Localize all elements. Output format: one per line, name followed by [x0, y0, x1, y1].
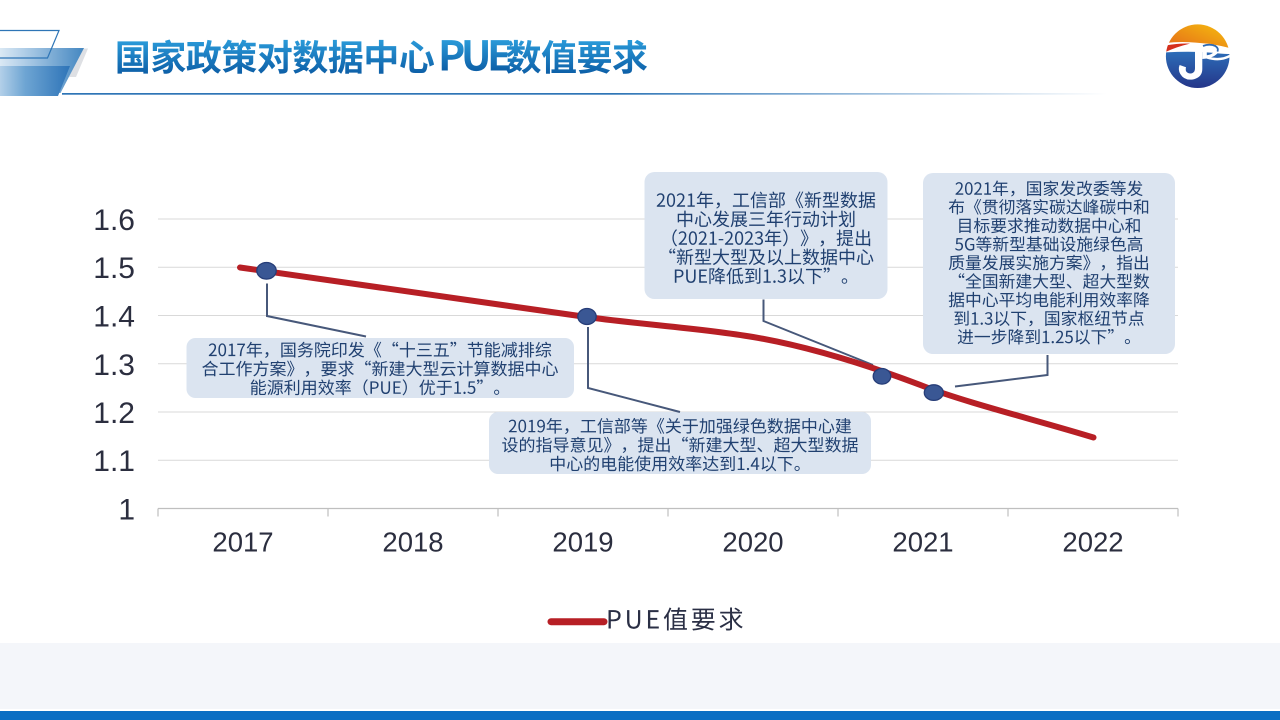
svg-text:1.1: 1.1: [93, 445, 135, 478]
svg-text:1.4: 1.4: [93, 301, 135, 334]
svg-text:1.6: 1.6: [93, 204, 135, 237]
svg-text:1: 1: [118, 494, 135, 527]
svg-text:2022: 2022: [1062, 526, 1123, 557]
svg-text:1.3: 1.3: [93, 349, 135, 382]
svg-text:1.2: 1.2: [93, 397, 135, 430]
svg-text:2017: 2017: [212, 526, 273, 557]
svg-text:2020: 2020: [722, 526, 783, 557]
svg-text:1.5: 1.5: [93, 252, 135, 285]
svg-text:2021: 2021: [892, 526, 953, 557]
svg-text:2019: 2019: [552, 526, 613, 557]
svg-text:2018: 2018: [382, 526, 443, 557]
